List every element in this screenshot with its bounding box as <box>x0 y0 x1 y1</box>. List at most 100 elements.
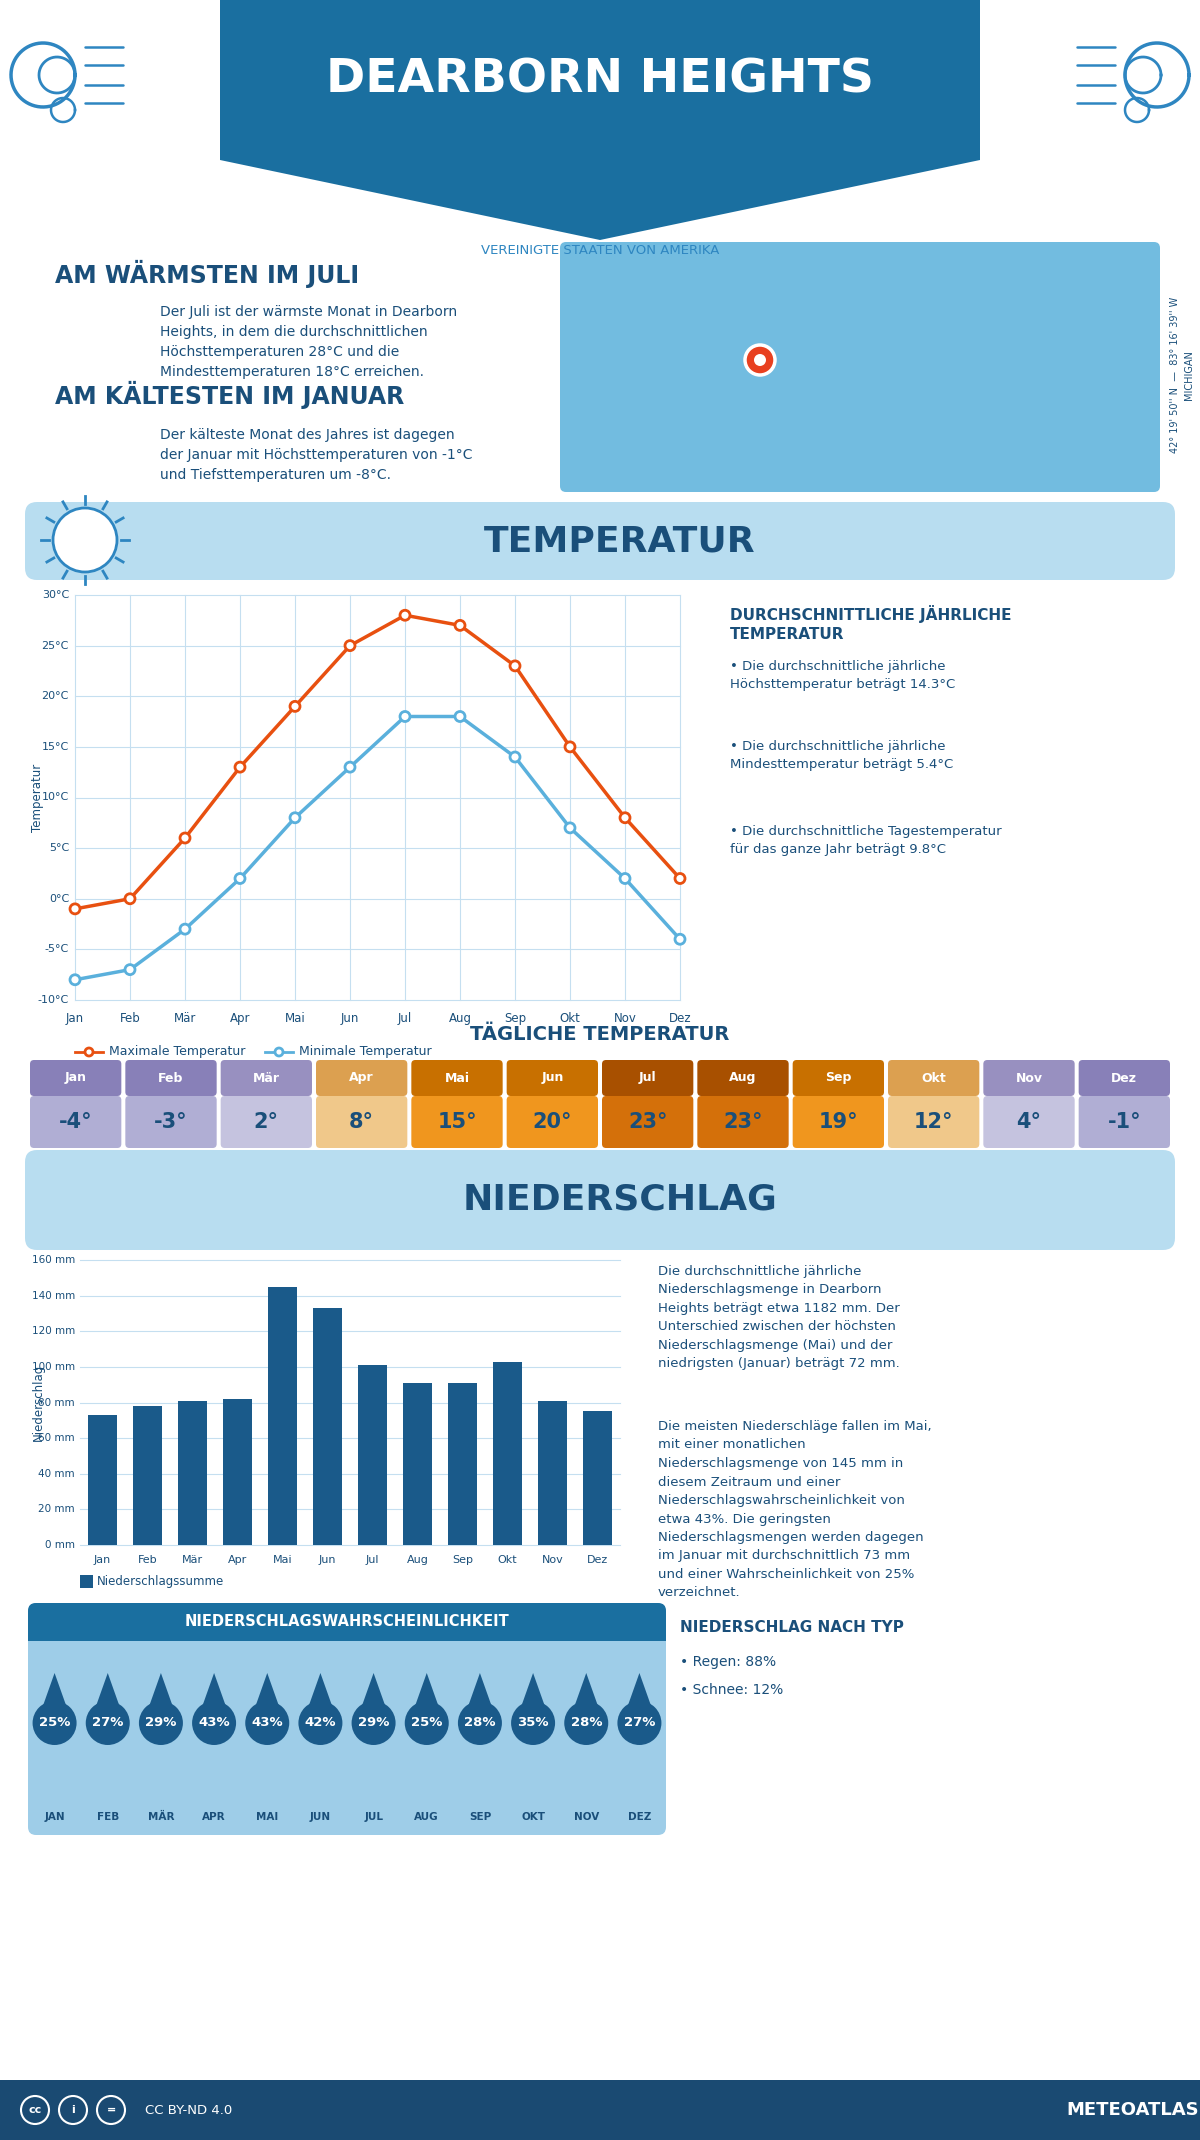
FancyBboxPatch shape <box>1079 1096 1170 1147</box>
Bar <box>88 1415 118 1545</box>
Text: 40 mm: 40 mm <box>38 1468 74 1479</box>
Bar <box>313 1308 342 1545</box>
Text: METEOATLAS.DE: METEOATLAS.DE <box>1067 2101 1200 2119</box>
Bar <box>80 1575 94 1588</box>
FancyBboxPatch shape <box>30 1059 121 1096</box>
Bar <box>538 1402 568 1545</box>
FancyBboxPatch shape <box>412 1059 503 1096</box>
Text: Mai: Mai <box>284 1012 305 1025</box>
Text: 23°: 23° <box>628 1113 667 1132</box>
Text: Feb: Feb <box>120 1012 140 1025</box>
FancyBboxPatch shape <box>602 1059 694 1096</box>
Text: Jan: Jan <box>65 1072 86 1085</box>
Text: Nov: Nov <box>1015 1072 1043 1085</box>
FancyBboxPatch shape <box>888 1096 979 1147</box>
FancyBboxPatch shape <box>25 503 1175 580</box>
Circle shape <box>674 873 685 884</box>
Text: Sep: Sep <box>504 1012 526 1025</box>
Text: Jul: Jul <box>638 1072 656 1085</box>
Text: cc: cc <box>29 2106 42 2114</box>
FancyBboxPatch shape <box>888 1059 979 1096</box>
Text: Apr: Apr <box>349 1072 374 1085</box>
Bar <box>80 1260 620 1545</box>
Text: 28%: 28% <box>464 1716 496 1729</box>
Text: Aug: Aug <box>449 1012 472 1025</box>
Polygon shape <box>92 1673 124 1716</box>
Text: Mai: Mai <box>272 1556 293 1564</box>
Circle shape <box>620 873 630 884</box>
Circle shape <box>400 710 410 721</box>
Text: 2°: 2° <box>254 1113 278 1132</box>
Polygon shape <box>517 1673 548 1716</box>
Bar <box>448 1382 478 1545</box>
Bar <box>220 0 980 160</box>
Text: JUL: JUL <box>364 1813 383 1821</box>
Text: NIEDERSCHLAG: NIEDERSCHLAG <box>463 1183 778 1218</box>
Circle shape <box>745 345 775 374</box>
Bar <box>0 2080 1200 2140</box>
Circle shape <box>70 903 80 914</box>
Text: 8°: 8° <box>349 1113 374 1132</box>
FancyBboxPatch shape <box>697 1059 788 1096</box>
Text: Jan: Jan <box>66 1012 84 1025</box>
Text: Jun: Jun <box>341 1012 359 1025</box>
Circle shape <box>510 661 520 670</box>
Text: 23°: 23° <box>724 1113 763 1132</box>
Text: Dez: Dez <box>587 1556 608 1564</box>
FancyBboxPatch shape <box>316 1059 407 1096</box>
Text: JAN: JAN <box>44 1813 65 1821</box>
Text: Niederschlag: Niederschlag <box>31 1363 44 1440</box>
FancyBboxPatch shape <box>25 1149 1175 1250</box>
Text: Die durchschnittliche jährliche
Niederschlagsmenge in Dearborn
Heights beträgt e: Die durchschnittliche jährliche Niedersc… <box>658 1265 900 1370</box>
Circle shape <box>400 610 410 621</box>
Bar <box>583 1412 612 1545</box>
Text: • Die durchschnittliche Tagestemperatur
für das ganze Jahr beträgt 9.8°C: • Die durchschnittliche Tagestemperatur … <box>730 826 1002 856</box>
Circle shape <box>245 1701 289 1744</box>
Text: • Die durchschnittliche jährliche
Höchsttemperatur beträgt 14.3°C: • Die durchschnittliche jährliche Höchst… <box>730 659 955 691</box>
FancyBboxPatch shape <box>793 1096 884 1147</box>
Text: Die meisten Niederschläge fallen im Mai,
mit einer monatlichen
Niederschlagsmeng: Die meisten Niederschläge fallen im Mai,… <box>658 1421 931 1599</box>
Circle shape <box>180 924 190 935</box>
Text: Aug: Aug <box>407 1556 428 1564</box>
Text: 0 mm: 0 mm <box>46 1541 74 1549</box>
Text: Jul: Jul <box>366 1556 379 1564</box>
FancyBboxPatch shape <box>28 1603 666 1641</box>
Text: 80 mm: 80 mm <box>38 1397 74 1408</box>
Circle shape <box>455 710 466 721</box>
FancyBboxPatch shape <box>506 1059 598 1096</box>
Circle shape <box>70 974 80 984</box>
Text: 15°C: 15°C <box>42 743 70 751</box>
Text: OKT: OKT <box>521 1813 545 1821</box>
Text: 160 mm: 160 mm <box>31 1254 74 1265</box>
Text: 15°: 15° <box>437 1113 476 1132</box>
Text: Mär: Mär <box>174 1012 196 1025</box>
Text: 120 mm: 120 mm <box>31 1327 74 1335</box>
FancyBboxPatch shape <box>412 1096 503 1147</box>
Text: AM KÄLTESTEN IM JANUAR: AM KÄLTESTEN IM JANUAR <box>55 381 404 409</box>
Text: 42%: 42% <box>305 1716 336 1729</box>
Polygon shape <box>40 1673 70 1716</box>
Text: NOV: NOV <box>574 1813 599 1821</box>
Text: Dez: Dez <box>1111 1072 1138 1085</box>
Circle shape <box>275 1049 283 1055</box>
Circle shape <box>290 813 300 822</box>
Text: NIEDERSCHLAG NACH TYP: NIEDERSCHLAG NACH TYP <box>680 1620 904 1635</box>
Text: Nov: Nov <box>541 1556 563 1564</box>
Text: Feb: Feb <box>138 1556 157 1564</box>
Text: Mär: Mär <box>253 1072 280 1085</box>
FancyBboxPatch shape <box>125 1059 217 1096</box>
Text: • Die durchschnittliche jährliche
Mindesttemperatur beträgt 5.4°C: • Die durchschnittliche jährliche Mindes… <box>730 740 953 770</box>
Circle shape <box>125 965 134 974</box>
Text: -10°C: -10°C <box>37 995 70 1006</box>
Text: 5°C: 5°C <box>49 843 70 854</box>
Text: Sep: Sep <box>452 1556 473 1564</box>
Text: Okt: Okt <box>498 1556 517 1564</box>
Circle shape <box>754 353 766 366</box>
Text: -3°: -3° <box>154 1113 188 1132</box>
Text: 12°: 12° <box>914 1113 954 1132</box>
Text: JUN: JUN <box>310 1813 331 1821</box>
Circle shape <box>192 1701 236 1744</box>
Text: DEZ: DEZ <box>628 1813 652 1821</box>
Circle shape <box>346 640 355 651</box>
FancyBboxPatch shape <box>30 1096 121 1147</box>
